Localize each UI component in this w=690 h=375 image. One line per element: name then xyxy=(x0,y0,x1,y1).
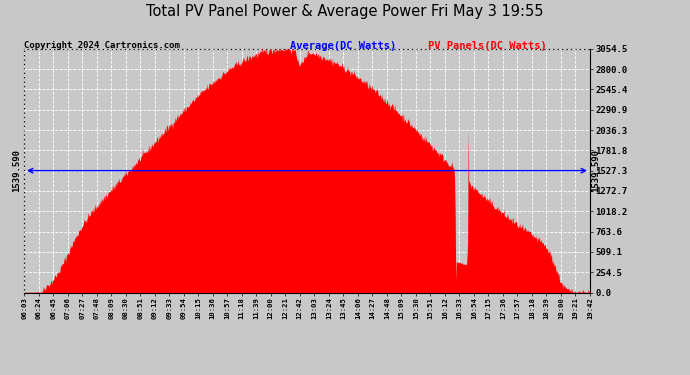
Text: 1539.590: 1539.590 xyxy=(12,149,21,192)
Text: Total PV Panel Power & Average Power Fri May 3 19:55: Total PV Panel Power & Average Power Fri… xyxy=(146,4,544,19)
Text: Average(DC Watts): Average(DC Watts) xyxy=(290,41,396,51)
Text: Copyright 2024 Cartronics.com: Copyright 2024 Cartronics.com xyxy=(24,41,180,50)
Text: PV Panels(DC Watts): PV Panels(DC Watts) xyxy=(428,41,546,51)
Text: 1539.590: 1539.590 xyxy=(591,149,600,192)
